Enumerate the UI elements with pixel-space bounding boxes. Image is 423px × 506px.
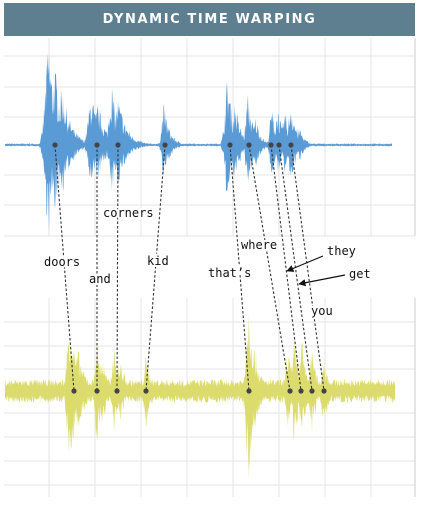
arrow-get bbox=[298, 274, 346, 287]
top-dot-get bbox=[276, 142, 282, 148]
top-waveform bbox=[5, 53, 392, 232]
word-label-kid: kid bbox=[147, 254, 169, 268]
word-label-doors: doors bbox=[44, 255, 80, 269]
connector-they bbox=[270, 144, 302, 392]
label-halo-doors: doors bbox=[44, 255, 80, 269]
bottom-dot-kid bbox=[143, 388, 149, 394]
word-labels: doorsdoorsandandcornerscornerskidkidthat… bbox=[42, 204, 373, 320]
word-label-where: where bbox=[241, 238, 277, 252]
label-halo-get: get bbox=[349, 267, 371, 281]
label-halo-they: they bbox=[327, 244, 356, 258]
top-dot-corners bbox=[115, 142, 121, 148]
title-banner: DYNAMIC TIME WARPING bbox=[4, 3, 415, 36]
arrow-they bbox=[286, 255, 324, 272]
alignment-dots bbox=[52, 142, 327, 394]
word-label-get: get bbox=[349, 267, 371, 281]
connector-get bbox=[278, 144, 313, 392]
bottom-dot-you bbox=[321, 388, 327, 394]
top-dot-and bbox=[94, 142, 100, 148]
top-dot-doors bbox=[52, 142, 58, 148]
alignment-connectors bbox=[54, 144, 325, 392]
word-label-they: they bbox=[327, 244, 356, 258]
label-halo-and: and bbox=[89, 272, 111, 286]
label-halo-you: you bbox=[311, 304, 333, 318]
word-label-you: you bbox=[311, 304, 333, 318]
label-halo-where: where bbox=[241, 238, 277, 252]
word-label-and: and bbox=[89, 272, 111, 286]
label-halo-kid: kid bbox=[147, 254, 169, 268]
top-dot-they bbox=[268, 142, 274, 148]
word-label-corners: corners bbox=[103, 206, 154, 220]
connector-you bbox=[290, 144, 325, 392]
label-halo-thats: that’s bbox=[208, 266, 251, 280]
bottom-dot-corners bbox=[114, 388, 120, 394]
connector-where bbox=[248, 144, 291, 392]
connector-corners bbox=[116, 144, 119, 392]
word-label-thats: that’s bbox=[208, 266, 251, 280]
bottom-dot-where bbox=[287, 388, 293, 394]
bottom-dot-get bbox=[309, 388, 315, 394]
connector-kid bbox=[145, 144, 166, 392]
bottom-dot-and bbox=[94, 388, 100, 394]
top-dot-where bbox=[246, 142, 252, 148]
label-halo-corners: corners bbox=[103, 206, 154, 220]
connector-doors bbox=[54, 144, 75, 392]
top-dot-you bbox=[288, 142, 294, 148]
bottom-waveform bbox=[5, 312, 395, 480]
top-dot-kid bbox=[162, 142, 168, 148]
bottom-dot-doors bbox=[71, 388, 77, 394]
bottom-dot-thats bbox=[246, 388, 252, 394]
label-arrows bbox=[286, 255, 346, 287]
diagram-title: DYNAMIC TIME WARPING bbox=[102, 12, 317, 27]
bottom-dot-they bbox=[298, 388, 304, 394]
connector-thats bbox=[229, 144, 250, 392]
top-dot-thats bbox=[227, 142, 233, 148]
